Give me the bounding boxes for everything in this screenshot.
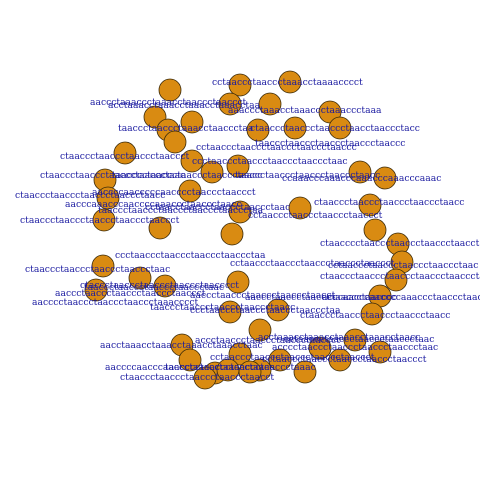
node-label: taaccctaaccctaaccctaaccctaaccc [255, 138, 405, 149]
node-label: aacccctaaccctaaccctaaccctaaacccct [32, 297, 198, 308]
node-label: ctaacccctaaccctaaccctaaccctaacct [320, 238, 480, 249]
labels-layer: acctaaacctaaacctaaacctaaacctaacctaacccta… [15, 77, 480, 383]
graph-node [180, 149, 204, 173]
graph-node [178, 179, 202, 203]
graph-node [178, 348, 202, 372]
graph-node [128, 266, 152, 290]
graph-node [193, 366, 217, 390]
node-label: aaccctaaccctaaccctaaccctaacccc [245, 292, 397, 303]
graph-node [288, 196, 312, 220]
node-label: ctaaccctaaccctaaccctaaccctaacccta [320, 271, 480, 282]
node-label: taaccctaaccctaaccctaaccctaac [84, 282, 224, 293]
graph-node [84, 278, 108, 302]
graph-node [180, 110, 204, 134]
graph-node [91, 254, 115, 278]
graph-node [343, 328, 367, 352]
node-label: taaccctaaccctaaccctaaccctaacc [150, 302, 295, 313]
node-label: cctaaccctaaccctaaccctaaccctaaccct [210, 352, 375, 363]
node-label: aacctaaacctaaacctaaacctaaacctaac [100, 340, 263, 351]
node-label: taaccctaaccctaaccctaaccctaacc [235, 170, 380, 181]
node-label: accctaaccctaaccctaaccctaaccct [195, 335, 340, 346]
node-label: aaaccctaaacctaaaccctaaaccctaaa [228, 105, 382, 116]
node-label: acccaacccaaccccaaaccctaaccctaac [322, 292, 480, 303]
graph-node [283, 116, 307, 140]
node-label: ccaaacccaaacccaaacccaaacccaaac [282, 173, 441, 184]
node-label: aaccctaaccctaaccctaaccctaacct [190, 290, 336, 301]
graph-node [248, 318, 272, 342]
node-label: taacccctaaccctaaccctaaccctaaac [165, 362, 316, 373]
graph-node [228, 342, 252, 366]
node-label: cctaacctaaccctaaccctaaccctaac [145, 202, 290, 213]
graph-node [218, 92, 242, 116]
node-label: cctaaccctaaccctaaccctaaccct [248, 210, 383, 221]
node-label: cctaaccctaaccctaaccctaaccctaaccct [230, 258, 395, 269]
graph-node [328, 348, 352, 372]
graph-node [153, 274, 177, 298]
node-label: acctaaacctaaacctaaacctaaacctaacc [258, 332, 420, 343]
node-label: ctaaccctaaccctaaccctaaccctaacc [314, 197, 464, 208]
node-label: ctaaccctaaccctaaccctaaccctaacc [300, 310, 450, 321]
graph-node [148, 216, 172, 240]
node-label: taacccctaaccctaaccctaaccctaacc [112, 170, 262, 181]
graph-node [348, 160, 372, 184]
graph-node [363, 218, 387, 242]
node-label: ctaaccctaaccctaaccctaaccct [60, 151, 189, 162]
graph-node [246, 118, 270, 142]
node-label: cctaaccctaaccctaaccctaaccctaac [284, 334, 434, 345]
node-label: cctaaccctaaccctaaccctaaccctaaccct [262, 354, 427, 365]
node-label: ctaaccctaaccctaaccctaaccctaac [40, 170, 185, 181]
graph-node [358, 193, 382, 217]
node-label: ctaaccctaaccctaaccctaaccctaaccct [20, 215, 180, 226]
graph-node [200, 160, 224, 184]
graph-node [373, 166, 397, 190]
node-label: ctaaccctaaccctaaccctaaccctaacc [15, 190, 165, 201]
graph-node [228, 73, 252, 97]
graph-node [293, 360, 317, 384]
nodes-layer [84, 70, 414, 390]
node-label: taaccctaaccctaaacctaaccctaa [118, 123, 254, 134]
node-label: aaccccaacccaaccctaaccctaaccctaacc [105, 362, 274, 373]
node-label: ctaaccctaaccctaaccctaaccctaac [25, 264, 170, 275]
node-label: acccctaaccctaaccctaaccctaaccctaac [272, 342, 438, 353]
node-label: aaccccaacccccaacccctaaccctaaccct [92, 187, 256, 198]
node-label: ccctaaccctaaccctaaccctaaccctaa [190, 305, 341, 316]
node-label: taaccctaaccctaaccctaaccctaaccctaa [98, 205, 264, 216]
graph-node [384, 268, 408, 292]
graph-node [308, 336, 332, 360]
graph-node [360, 302, 384, 326]
graph-node [220, 222, 244, 246]
graph-node [218, 300, 242, 324]
node-label: cctaaccctaaccctaaacctaaaacccct [212, 77, 363, 88]
graph-node [228, 200, 252, 224]
graph-node [163, 130, 187, 154]
graph-node [328, 116, 352, 140]
graph-node [278, 70, 302, 94]
node-label: ccctaaccctaaccctaaccctaaccctaac [192, 156, 348, 167]
node-label: aaccctaaaccctaaacctaaccctaaccct [90, 97, 247, 108]
graph-node [226, 154, 250, 178]
node-label: ccctaaccctaaccctaaccctaaccctaa [115, 250, 266, 261]
graph-node [96, 186, 120, 210]
graph-node [226, 270, 250, 294]
graph-node [92, 208, 116, 232]
node-label: ctaaccctaaccctaaccctaacctaaccctacc [250, 123, 420, 134]
graph-node [113, 141, 137, 165]
node-label: aaccctaaccctaaccctaaccctaaccct [55, 288, 206, 299]
graph-node [158, 78, 182, 102]
graph-node [268, 348, 292, 372]
node-label: aacccaaacccaaccccaaaccctaaccctaacc [65, 199, 242, 210]
graph-node [368, 340, 392, 364]
node-label: acctaaacctaaacctaaacctaaacctaa [108, 100, 261, 111]
graph-node [266, 298, 290, 322]
node-label: cctaaccctaaccctaaccctaaccctaac [328, 260, 478, 271]
node-label: ctaaccctaaccctaaccctaaccctaacct [120, 372, 274, 383]
graph-node [258, 92, 282, 116]
graph-node [238, 360, 262, 384]
node-label: ctaccctaaccctaaccctaaccctaacccct [80, 280, 239, 291]
node-label: cctaaccctaaccctaaccctaaccctaaccc [196, 142, 357, 153]
